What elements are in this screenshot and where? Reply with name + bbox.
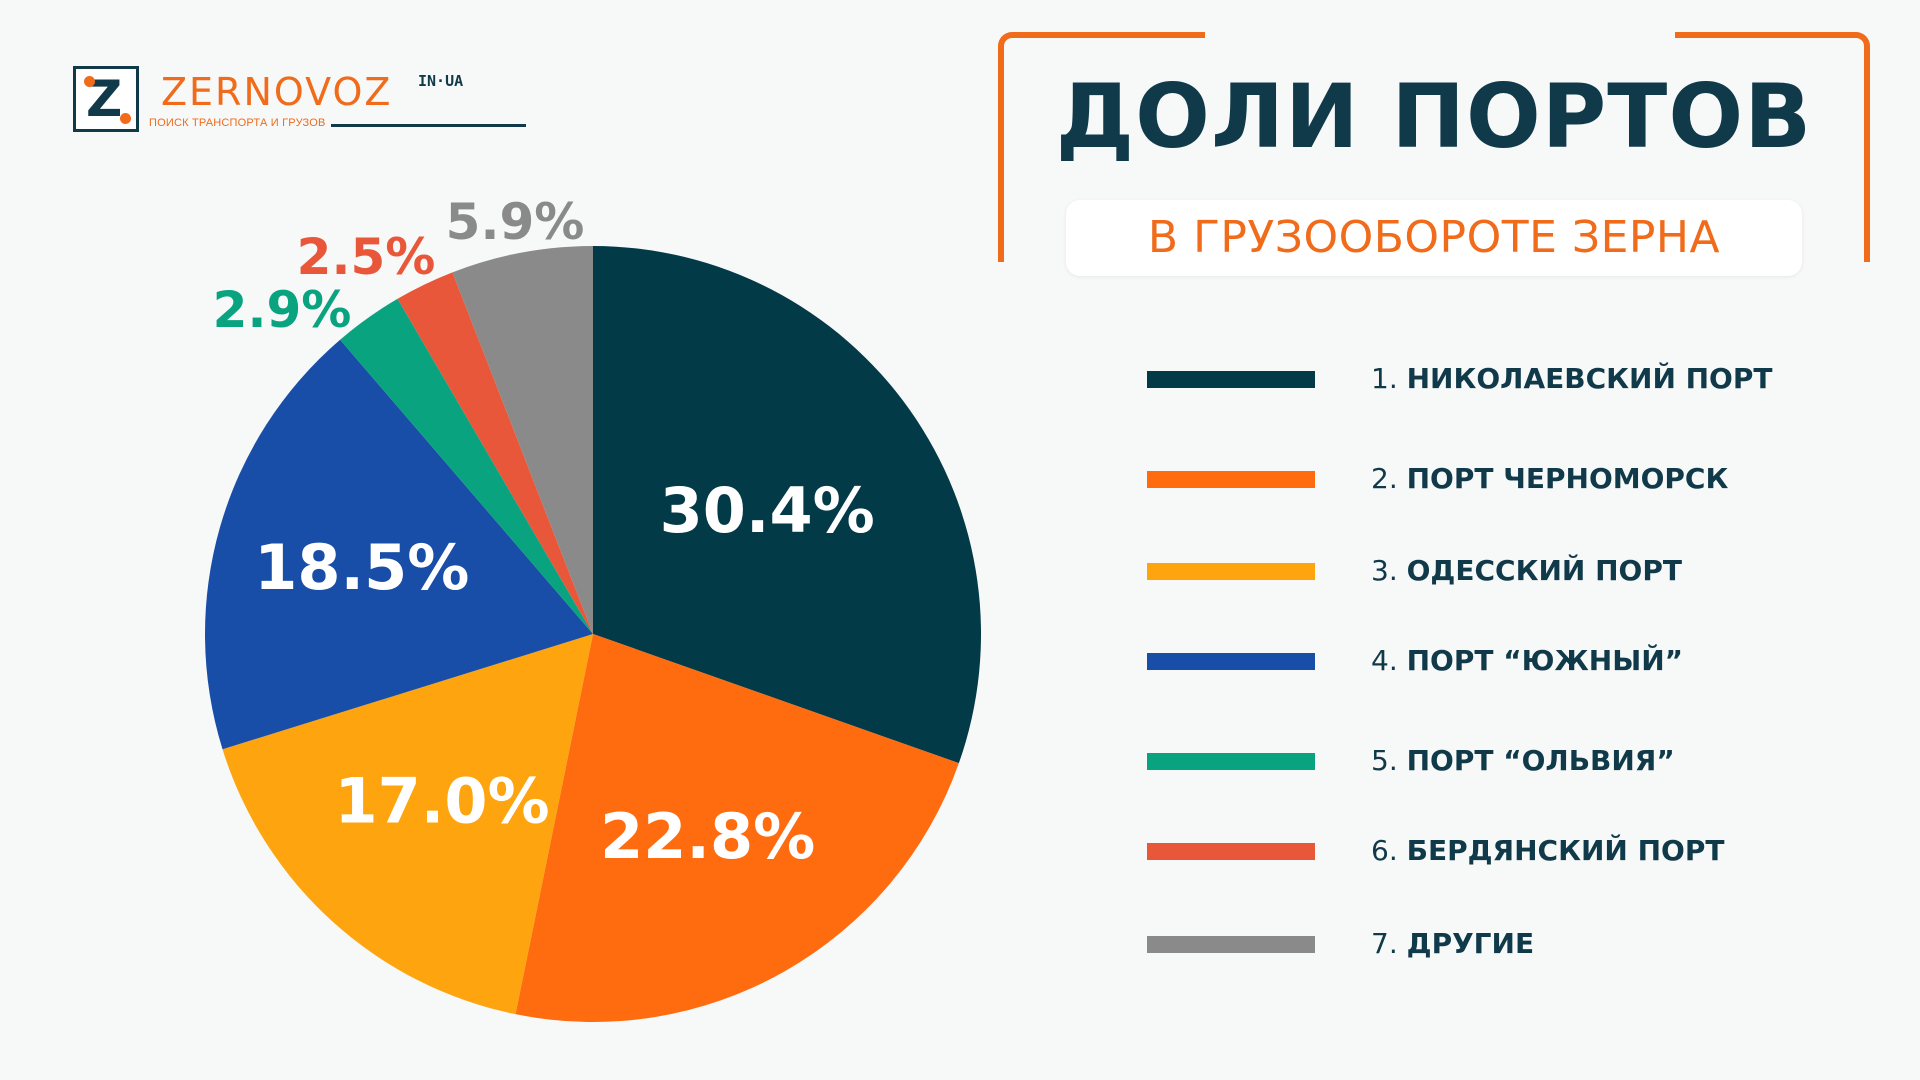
legend-swatch — [1147, 471, 1315, 488]
legend-item: 2. ПОРТ ЧЕРНОМОРСК — [1147, 458, 1887, 498]
legend-number: 4. — [1371, 644, 1407, 677]
slice-label-6: 2.5% — [297, 228, 436, 286]
legend-label: 1. НИКОЛАЕВСКИЙ ПОРТ — [1371, 358, 1772, 400]
legend-item: 4. ПОРТ “ЮЖНЫЙ” — [1147, 640, 1887, 680]
chart-legend: 1. НИКОЛАЕВСКИЙ ПОРТ 2. ПОРТ ЧЕРНОМОРСК 3.… — [1147, 340, 1887, 970]
legend-number: 2. — [1371, 462, 1407, 495]
legend-number: 1. — [1371, 362, 1407, 395]
legend-label: 5. ПОРТ “ОЛЬВИЯ” — [1371, 740, 1675, 782]
slice-label-7: 5.9% — [446, 193, 585, 251]
legend-swatch — [1147, 936, 1315, 953]
logo-name: ZERNOVOZ — [161, 70, 393, 114]
legend-name: ОДЕССКИЙ ПОРТ — [1406, 554, 1682, 587]
pie-slice-4 — [204, 339, 593, 750]
legend-swatch — [1147, 753, 1315, 770]
slice-label-3: 17.0% — [335, 764, 550, 837]
legend-number: 6. — [1371, 834, 1407, 867]
pie-slice-1 — [593, 246, 981, 764]
legend-number: 7. — [1371, 927, 1407, 960]
legend-item: 7. ДРУГИЕ — [1147, 923, 1887, 963]
logo-domain: IN·UA — [418, 72, 464, 90]
pie-slice-2 — [515, 634, 959, 1022]
brand-logo[interactable]: Z ZERNOVOZ IN·UA ПОИСК ТРАНСПОРТА И ГРУЗ… — [73, 66, 526, 146]
legend-label: 2. ПОРТ ЧЕРНОМОРСК — [1371, 458, 1728, 500]
legend-name: ПОРТ “ЮЖНЫЙ” — [1406, 644, 1684, 677]
legend-name: ПОРТ ЧЕРНОМОРСК — [1406, 462, 1729, 495]
slice-label-4: 18.5% — [254, 531, 469, 604]
legend-item: 5. ПОРТ “ОЛЬВИЯ” — [1147, 740, 1887, 780]
legend-name: ДРУГИЕ — [1406, 927, 1535, 960]
legend-swatch — [1147, 563, 1315, 580]
logo-tagline: ПОИСК ТРАНСПОРТА И ГРУЗОВ — [149, 117, 326, 129]
slice-label-2: 22.8% — [600, 800, 815, 873]
slice-label-5: 2.9% — [213, 281, 352, 339]
legend-name: ПОРТ “ОЛЬВИЯ” — [1406, 744, 1675, 777]
legend-label: 4. ПОРТ “ЮЖНЫЙ” — [1371, 640, 1683, 682]
legend-swatch — [1147, 371, 1315, 388]
legend-label: 3. ОДЕССКИЙ ПОРТ — [1371, 550, 1682, 592]
logo-underline — [331, 124, 526, 127]
legend-item: 3. ОДЕССКИЙ ПОРТ — [1147, 550, 1887, 590]
legend-swatch — [1147, 653, 1315, 670]
legend-label: 7. ДРУГИЕ — [1371, 923, 1534, 965]
slice-label-1: 30.4% — [660, 474, 875, 547]
pie-slice-5 — [340, 298, 593, 634]
logo-mark-icon: Z — [73, 66, 139, 132]
pie-slice-3 — [222, 634, 593, 1015]
subtitle-box — [1066, 200, 1802, 276]
legend-name: НИКОЛАЕВСКИЙ ПОРТ — [1406, 362, 1773, 395]
pie-slice-7 — [452, 246, 593, 634]
title-frame-gap — [1205, 26, 1675, 44]
legend-swatch — [1147, 843, 1315, 860]
legend-name: БЕРДЯНСКИЙ ПОРТ — [1406, 834, 1725, 867]
pie-slice-6 — [397, 272, 593, 634]
legend-number: 3. — [1371, 554, 1407, 587]
legend-item: 6. БЕРДЯНСКИЙ ПОРТ — [1147, 830, 1887, 870]
legend-label: 6. БЕРДЯНСКИЙ ПОРТ — [1371, 830, 1724, 872]
chart-subtitle: В ГРУЗООБОРОТЕ ЗЕРНА — [1147, 212, 1721, 263]
legend-number: 5. — [1371, 744, 1407, 777]
legend-item: 1. НИКОЛАЕВСКИЙ ПОРТ — [1147, 358, 1887, 398]
chart-title: ДОЛИ ПОРТОВ — [1055, 65, 1813, 168]
